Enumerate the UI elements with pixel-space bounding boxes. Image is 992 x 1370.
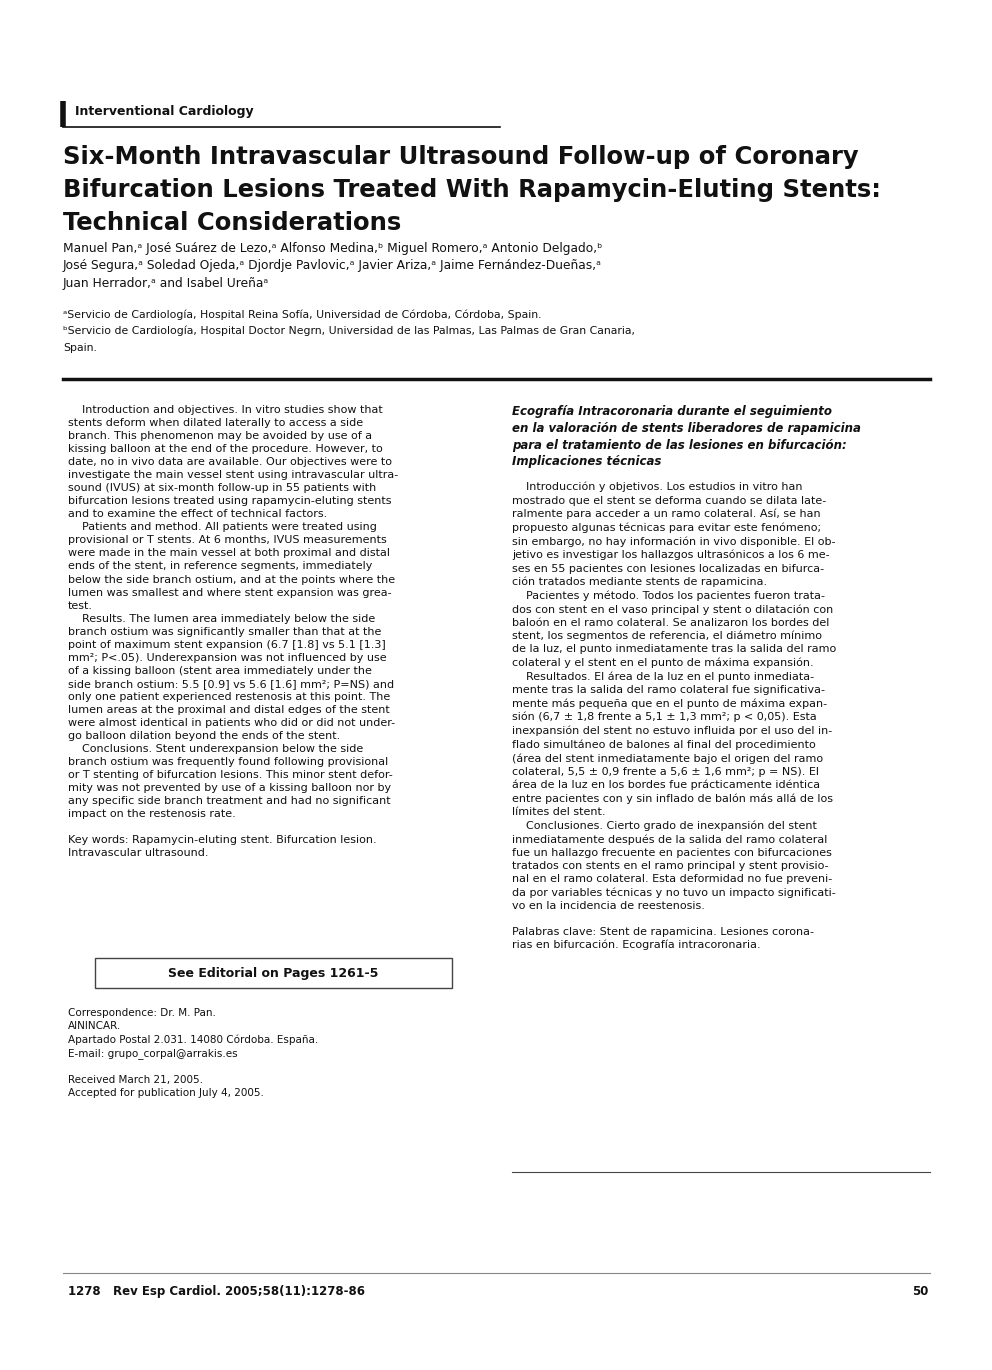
Text: Introduction and objectives. In vitro studies show that
stents deform when dilat: Introduction and objectives. In vitro st… (68, 406, 398, 859)
Text: ᵃServicio de Cardiología, Hospital Reina Sofía, Universidad de Córdoba, Córdoba,: ᵃServicio de Cardiología, Hospital Reina… (63, 310, 542, 319)
Text: See Editorial on Pages 1261-5: See Editorial on Pages 1261-5 (169, 966, 379, 980)
Text: 50: 50 (912, 1285, 928, 1297)
Text: Introducción y objetivos. Los estudios in vitro han
mostrado que el stent se def: Introducción y objetivos. Los estudios i… (512, 482, 836, 951)
Text: Spain.: Spain. (63, 342, 97, 353)
Text: Correspondence: Dr. M. Pan.
AININCAR.
Apartado Postal 2.031. 14080 Córdoba. Espa: Correspondence: Dr. M. Pan. AININCAR. Ap… (68, 1008, 318, 1097)
Text: Juan Herrador,ᵃ and Isabel Ureñaᵃ: Juan Herrador,ᵃ and Isabel Ureñaᵃ (63, 277, 269, 290)
Text: Technical Considerations: Technical Considerations (63, 211, 401, 236)
Text: Ecografía Intracoronaria durante el seguimiento
en la valoración de stents liber: Ecografía Intracoronaria durante el segu… (512, 406, 861, 469)
Text: Six-Month Intravascular Ultrasound Follow-up of Coronary: Six-Month Intravascular Ultrasound Follo… (63, 145, 859, 169)
Text: ᵇServicio de Cardiología, Hospital Doctor Negrn, Universidad de las Palmas, Las : ᵇServicio de Cardiología, Hospital Docto… (63, 326, 635, 337)
Text: Bifurcation Lesions Treated With Rapamycin-Eluting Stents:: Bifurcation Lesions Treated With Rapamyc… (63, 178, 881, 201)
Text: Manuel Pan,ᵃ José Suárez de Lezo,ᵃ Alfonso Medina,ᵇ Miguel Romero,ᵃ Antonio Delg: Manuel Pan,ᵃ José Suárez de Lezo,ᵃ Alfon… (63, 242, 602, 255)
Text: José Segura,ᵃ Soledad Ojeda,ᵃ Djordje Pavlovic,ᵃ Javier Ariza,ᵃ Jaime Fernández-: José Segura,ᵃ Soledad Ojeda,ᵃ Djordje Pa… (63, 259, 602, 273)
Bar (95, 958, 452, 988)
Text: 1278   Rev Esp Cardiol. 2005;58(11):1278-86: 1278 Rev Esp Cardiol. 2005;58(11):1278-8… (68, 1285, 365, 1297)
Text: Interventional Cardiology: Interventional Cardiology (75, 105, 254, 118)
